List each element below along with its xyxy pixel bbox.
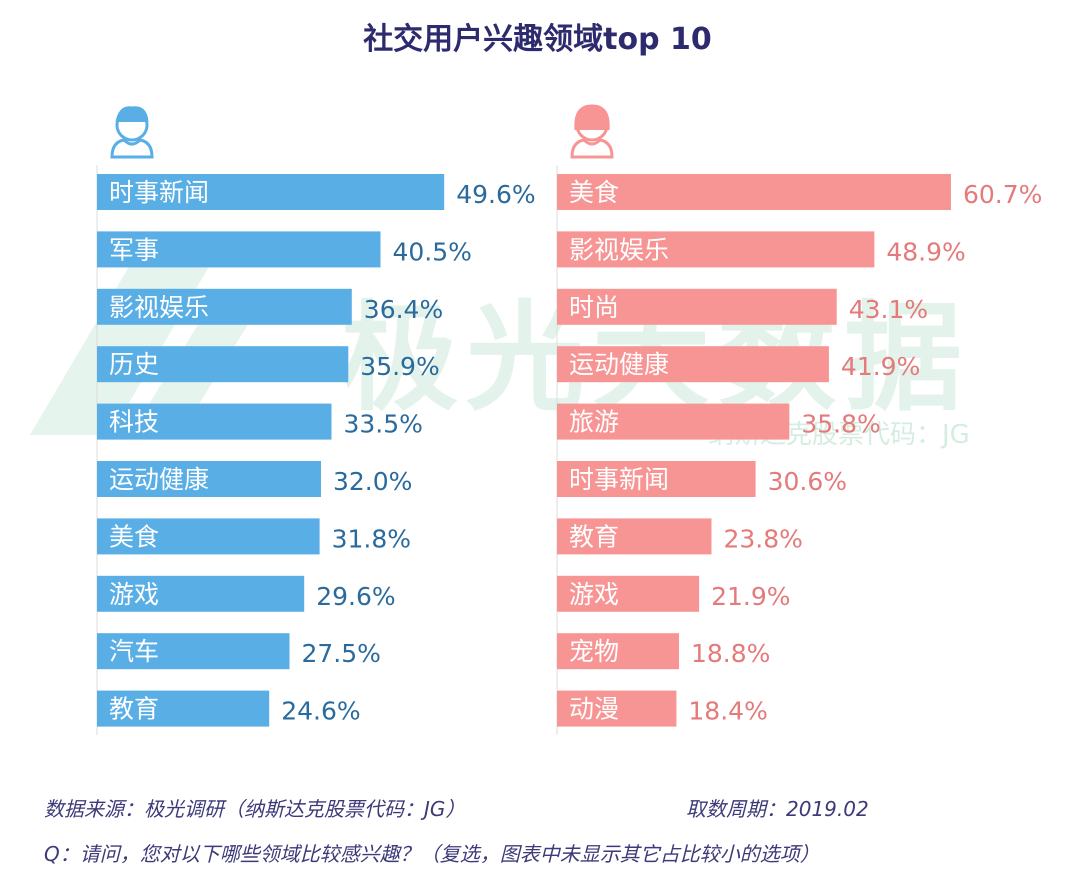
bar-value-label: 36.4% <box>364 295 443 324</box>
bar-category-label: 旅游 <box>569 408 619 437</box>
chart-area: 时事新闻 49.6% 军事 40.5% 影视娱乐 36.4% 历史 35.9% 科技 33.5% 运… <box>96 104 1042 735</box>
bar-category-label: 汽车 <box>109 637 159 666</box>
bar <box>97 518 320 555</box>
bar-value-label: 43.1% <box>849 295 928 324</box>
bar-category-label: 时事新闻 <box>569 465 669 494</box>
bar-category-label: 运动健康 <box>109 465 209 494</box>
bar-category-label: 历史 <box>109 350 159 379</box>
bar-value-label: 33.5% <box>344 410 423 439</box>
bar-value-label: 24.6% <box>281 697 360 726</box>
bar-value-label: 21.9% <box>711 582 790 611</box>
bar-category-label: 影视娱乐 <box>109 293 209 322</box>
bar <box>97 633 290 670</box>
bar-category-label: 影视娱乐 <box>569 235 669 264</box>
bar-value-label: 40.5% <box>393 237 472 266</box>
bar-category-label: 科技 <box>109 408 159 437</box>
bar-category-label: 时尚 <box>569 293 619 322</box>
chart-title: 社交用户兴趣领域top 10 <box>363 22 712 57</box>
bar-category-label: 运动健康 <box>569 350 669 379</box>
bar <box>97 174 445 210</box>
male-user-icon <box>110 106 154 159</box>
bar <box>557 633 680 670</box>
footer-period: 取数周期：2019.02 <box>686 797 869 821</box>
bar-category-label: 美食 <box>109 522 159 551</box>
bar-value-label: 41.9% <box>841 352 920 381</box>
bar-category-label: 游戏 <box>109 580 159 609</box>
bar-category-label: 游戏 <box>569 580 619 609</box>
bar-value-label: 31.8% <box>332 524 411 553</box>
bar-value-label: 49.6% <box>456 180 535 209</box>
bar <box>557 231 875 268</box>
bar-value-label: 32.0% <box>333 467 412 496</box>
bar <box>557 174 951 210</box>
bar <box>97 288 352 325</box>
bar-category-label: 美食 <box>569 178 619 207</box>
bar <box>557 288 837 325</box>
bar-value-label: 18.4% <box>688 697 767 726</box>
bar <box>557 518 712 555</box>
bar-category-label: 动漫 <box>569 695 619 724</box>
bar-category-label: 教育 <box>569 522 619 551</box>
female-user-icon <box>570 104 614 159</box>
bar <box>97 403 332 440</box>
bar <box>557 461 756 497</box>
bar <box>557 346 829 383</box>
bar-value-label: 48.9% <box>886 237 965 266</box>
bar-category-label: 军事 <box>109 235 159 264</box>
bar-category-label: 时事新闻 <box>109 178 209 207</box>
bar-value-label: 30.6% <box>768 467 847 496</box>
footer-source: 数据来源：极光调研（纳斯达克股票代码：JG） <box>44 797 466 821</box>
bar <box>97 346 349 383</box>
bar-value-label: 23.8% <box>723 524 802 553</box>
bar <box>557 690 677 727</box>
bar-category-label: 宠物 <box>569 637 619 666</box>
bar <box>557 403 790 440</box>
bar <box>97 575 305 612</box>
bar-value-label: 35.9% <box>360 352 439 381</box>
footer-question: Q：请问，您对以下哪些领域比较感兴趣？（复选，图表中未显示其它占比较小的选项） <box>44 842 820 866</box>
bar <box>97 461 321 497</box>
bar <box>97 231 381 268</box>
bar <box>557 575 700 612</box>
bar-value-label: 35.8% <box>801 410 880 439</box>
bar <box>97 690 270 727</box>
bar-value-label: 18.8% <box>691 639 770 668</box>
bar-value-label: 27.5% <box>302 639 381 668</box>
bar-value-label: 29.6% <box>316 582 395 611</box>
bar-value-label: 60.7% <box>963 180 1042 209</box>
bar-category-label: 教育 <box>109 695 159 724</box>
